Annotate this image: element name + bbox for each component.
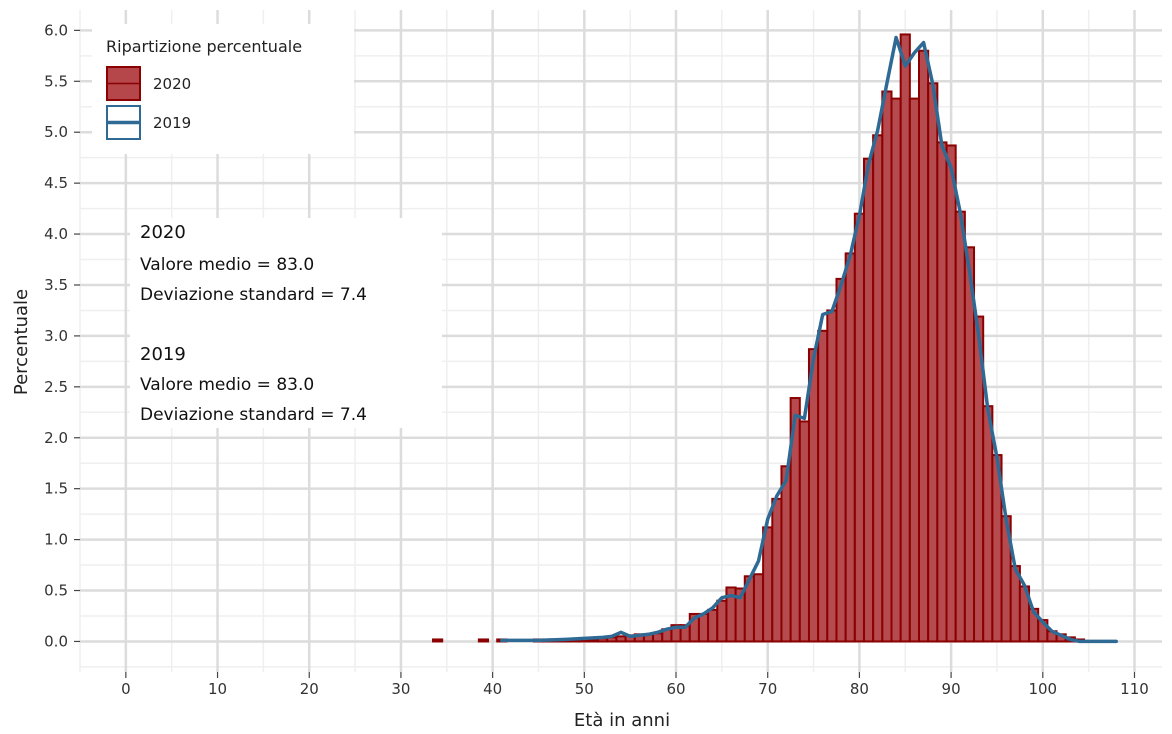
x-tick-label: 0 (121, 680, 131, 698)
y-axis-title: Percentuale (11, 289, 32, 395)
y-tick-label: 6.0 (44, 21, 68, 39)
bar-2020 (432, 638, 444, 643)
stats-2020-sd: Deviazione standard = 7.4 (140, 285, 367, 305)
bar-2020 (954, 210, 966, 643)
legend-label-2020: 2020 (153, 75, 191, 93)
y-tick-label: 0.5 (44, 582, 68, 600)
line-2019 (500, 35, 1118, 644)
bar-2020 (716, 599, 728, 643)
x-tick-label: 60 (666, 680, 685, 698)
bar-2020 (752, 573, 765, 643)
bar-2020 (881, 90, 893, 643)
x-tick-label: 90 (942, 680, 961, 698)
x-tick-label: 40 (483, 680, 502, 698)
y-tick-label: 3.0 (44, 327, 68, 345)
bar-2020 (807, 348, 820, 643)
bar-2020 (835, 277, 847, 643)
y-axis-ticks: 0.0 0.5 1.0 1.5 2.0 2.5 3.0 3.5 4.0 4.5 5.0 5.5 6.0 (44, 21, 80, 650)
x-tick-label: 50 (575, 680, 594, 698)
bar-2020 (707, 608, 719, 643)
x-axis-ticks: 0 10 20 30 40 50 60 70 80 90 100 110 (121, 672, 1149, 698)
stats-annotation-background (130, 218, 442, 428)
legend-label-2019: 2019 (153, 114, 191, 132)
bar-2020 (798, 420, 810, 643)
y-tick-label: 2.5 (44, 378, 68, 396)
bar-2020 (826, 309, 838, 643)
y-tick-label: 0.0 (44, 632, 68, 650)
stats-2019-mean: Valore medio = 83.0 (140, 375, 314, 395)
stats-2019-heading: 2019 (140, 344, 186, 365)
bar-2020 (780, 465, 792, 643)
x-tick-label: 10 (208, 680, 227, 698)
x-tick-label: 110 (1120, 680, 1149, 698)
y-tick-label: 5.0 (44, 123, 68, 141)
stats-annotation: 2020 Valore medio = 83.0 Deviazione stan… (130, 218, 442, 428)
stats-2020-heading: 2020 (140, 222, 186, 243)
bar-2020 (853, 212, 865, 643)
x-tick-label: 70 (758, 680, 777, 698)
bar-2020 (936, 141, 948, 643)
bar-2020 (477, 638, 490, 643)
stats-2019-sd: Deviazione standard = 7.4 (140, 405, 367, 425)
x-tick-label: 80 (850, 680, 869, 698)
bar-2020 (908, 97, 921, 643)
bar-2020 (945, 144, 957, 643)
y-tick-label: 4.5 (44, 174, 68, 192)
x-axis-title: Età in anni (574, 710, 670, 731)
y-tick-label: 1.5 (44, 480, 68, 498)
legend-title: Ripartizione percentuale (106, 37, 302, 56)
y-tick-label: 5.5 (44, 72, 68, 90)
bar-2020 (697, 612, 710, 643)
y-tick-label: 4.0 (44, 225, 68, 243)
bar-2020 (817, 329, 829, 643)
bar-2020 (872, 134, 884, 643)
legend: Ripartizione percentuale 2020 2019 (92, 24, 354, 154)
bar-2020 (615, 635, 627, 643)
bar-2020 (899, 33, 911, 643)
x-tick-label: 30 (391, 680, 410, 698)
bar-2020 (762, 526, 774, 643)
x-tick-label: 20 (300, 680, 319, 698)
y-tick-label: 3.5 (44, 276, 68, 294)
stats-2020-mean: Valore medio = 83.0 (140, 255, 314, 275)
x-tick-label: 100 (1028, 680, 1057, 698)
bar-2020 (890, 97, 902, 643)
bar-2020 (963, 246, 976, 643)
y-tick-label: 1.0 (44, 531, 68, 549)
bar-2020 (862, 157, 875, 643)
bar-2020 (927, 82, 939, 643)
bar-2020 (844, 252, 856, 643)
bar-2020 (771, 497, 783, 643)
bar-2020 (982, 405, 994, 643)
bar-2020 (918, 49, 930, 643)
y-tick-label: 2.0 (44, 429, 68, 447)
